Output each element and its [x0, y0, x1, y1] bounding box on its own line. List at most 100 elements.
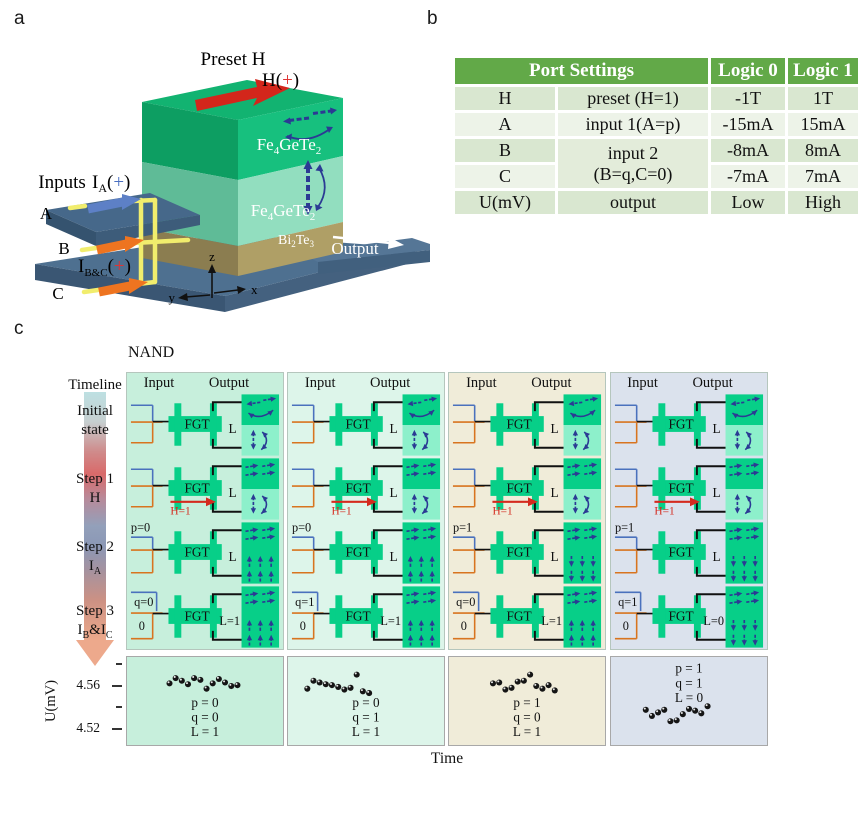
svg-text:FGT: FGT: [346, 416, 371, 431]
logic-gate-cell: q=0 0 FGT L=1: [130, 586, 280, 648]
magnet-state-icon: [241, 617, 280, 648]
port-settings-table: Port Settings Logic 0 Logic 1 H preset (…: [452, 55, 861, 217]
cell-logic1: 15mA: [788, 113, 858, 136]
table-row: H preset (H=1) -1T 1T: [455, 87, 858, 110]
output-header: Output: [208, 375, 250, 391]
magnet-state-icon: [241, 522, 280, 553]
svg-text:q=0: q=0: [134, 595, 153, 609]
svg-text:FGT: FGT: [346, 608, 371, 623]
table-row: A input 1(A=p) -15mA 15mA: [455, 113, 858, 136]
fgt-device: [490, 467, 545, 510]
inplane-magnetization-icon: [283, 107, 337, 141]
svg-text:FGT: FGT: [346, 480, 371, 495]
z-axis-label: z: [209, 249, 215, 264]
timeline-step-1: Initial state: [25, 402, 165, 440]
svg-text:q=1: q=1: [618, 595, 637, 609]
svg-text:H=1: H=1: [332, 506, 352, 518]
svg-text:L=0: L=0: [703, 614, 724, 628]
minor-tick: [116, 663, 122, 665]
cell-port: H: [455, 87, 555, 110]
scatter-plot: p = 0q = 0L = 1: [166, 675, 241, 739]
cell-desc: preset (H=1): [558, 87, 708, 110]
fgt-device: [490, 531, 545, 574]
step-subtitle: IA: [88, 558, 102, 577]
svg-text:H=1: H=1: [493, 506, 513, 518]
cell-logic0: -8mA: [711, 139, 785, 162]
cell-logic1: High: [788, 191, 858, 214]
magnet-state-icon: [241, 489, 280, 520]
panel-b-label: b: [427, 8, 438, 29]
output-label: Output: [331, 239, 379, 258]
logic-gate-cell: q=1 0 FGT L=0: [614, 586, 763, 648]
svg-text:FGT: FGT: [185, 480, 210, 495]
magnet-state-icon: [725, 425, 763, 456]
svg-text:L: L: [551, 549, 559, 564]
svg-text:L: L: [712, 485, 720, 500]
timeline-arrowhead-icon: [76, 640, 114, 666]
ytick-452: 4.52: [76, 720, 100, 735]
magnet-state-icon: [725, 458, 763, 489]
svg-text:FGT: FGT: [185, 544, 210, 559]
header-port-settings: Port Settings: [455, 58, 708, 84]
fgt-device: [329, 403, 383, 446]
timeline-gradient-arrow: [84, 392, 106, 640]
svg-text:p=1: p=1: [453, 521, 472, 534]
fgt-device: [652, 595, 706, 638]
logic-gate-cell: p=1 FGT L: [453, 521, 602, 584]
time-axis-label: Time: [430, 750, 464, 767]
svg-text:L = 1: L = 1: [191, 724, 219, 739]
svg-text:FGT: FGT: [346, 544, 371, 559]
svg-text:0: 0: [461, 619, 467, 633]
logic-gate-cell: FGT L H=1: [292, 458, 441, 520]
panel-c-label: c: [14, 318, 24, 339]
svg-text:L: L: [390, 421, 398, 436]
magnet-state-icon: [402, 394, 441, 425]
preset-h-label: Preset H: [201, 49, 266, 70]
svg-text:L: L: [390, 549, 398, 564]
magnet-state-icon: [402, 522, 441, 553]
magnet-state-icon: [402, 553, 441, 584]
cell-logic0: -15mA: [711, 113, 785, 136]
major-tick: [112, 728, 122, 730]
fgt-device: [490, 403, 545, 446]
svg-text:q=1: q=1: [295, 595, 314, 609]
scatter-plot: p = 1q = 1L = 0: [642, 661, 711, 725]
timeline-step-2: Step 1 H: [25, 470, 165, 508]
cell-port: C: [455, 165, 555, 188]
preset-h-arrow: [195, 79, 290, 111]
nand-title: NAND: [128, 344, 175, 361]
step-subtitle: state: [81, 422, 109, 438]
svg-text:L=1: L=1: [219, 614, 240, 628]
cell-logic1: 8mA: [788, 139, 858, 162]
column-header: Input Output: [611, 373, 767, 393]
magnet-state-icon: [563, 553, 602, 584]
svg-text:FGT: FGT: [185, 608, 210, 623]
table-row: U(mV) output Low High: [455, 191, 858, 214]
fgt-device: [168, 531, 222, 574]
magnet-state-icon: [563, 522, 602, 553]
cell-desc: input 1(A=p): [558, 113, 708, 136]
output-header: Output: [370, 375, 411, 391]
output-header: Output: [692, 375, 733, 391]
svg-text:p=1: p=1: [615, 521, 634, 534]
fgt-device: [329, 467, 383, 510]
svg-text:L=1: L=1: [542, 614, 563, 628]
outofplane-magnetization-icon: [303, 160, 326, 215]
svg-text:L: L: [229, 549, 237, 564]
magnet-state-icon: [725, 617, 763, 648]
table-row: C -7mA 7mA: [455, 165, 858, 188]
svg-text:L: L: [390, 485, 398, 500]
svg-text:L: L: [712, 549, 720, 564]
scatter-plot: p = 0q = 1L = 1: [304, 671, 380, 739]
magnet-state-icon: [241, 458, 280, 489]
ia-label: IA(+): [92, 172, 130, 195]
logic-gate-cell: FGT L: [130, 394, 280, 456]
step-title: Step 1: [76, 471, 114, 487]
bi2te3-label: Bi2Te3: [278, 233, 315, 249]
svg-text:FGT: FGT: [507, 544, 532, 559]
y-axis-label: y: [169, 290, 176, 305]
